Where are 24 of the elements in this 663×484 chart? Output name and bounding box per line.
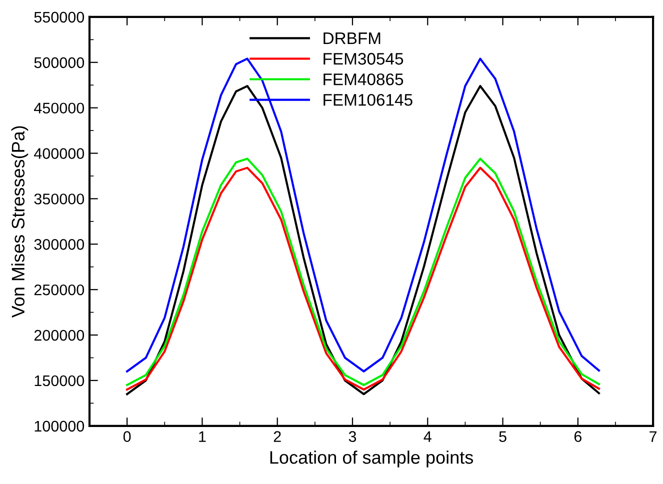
x-tick-label: 7: [650, 431, 657, 442]
y-tick-label: 400000: [34, 148, 84, 159]
legend-label: FEM30545: [324, 52, 404, 65]
y-tick-label: 450000: [34, 102, 84, 114]
legend-label: FEM40865: [324, 73, 404, 86]
y-tick-label: 200000: [34, 330, 84, 341]
x-tick-label: 4: [424, 431, 432, 442]
x-axis-title: Location of sample points: [270, 450, 474, 468]
y-tick-label: 350000: [34, 194, 84, 204]
y-tick-label: 250000: [34, 284, 84, 296]
legend-label: DRBFM: [324, 32, 380, 44]
y-tick-label: 300000: [34, 239, 84, 250]
x-tick-label: 6: [574, 431, 582, 442]
x-tick-label: 5: [499, 431, 506, 442]
y-tick-label: 100000: [34, 420, 84, 432]
x-tick-label: 3: [348, 431, 356, 442]
y-tick-label: 500000: [34, 57, 84, 68]
y-tick-label: 550000: [34, 12, 84, 23]
legend-label: FEM106145: [324, 94, 412, 106]
x-tick-label: 2: [274, 431, 281, 442]
y-axis-title: Von Mises Stresses(Pa): [11, 126, 28, 318]
y-tick-label: 150000: [34, 375, 84, 386]
x-tick-label: 0: [123, 431, 131, 442]
x-tick-label: 1: [199, 431, 206, 442]
